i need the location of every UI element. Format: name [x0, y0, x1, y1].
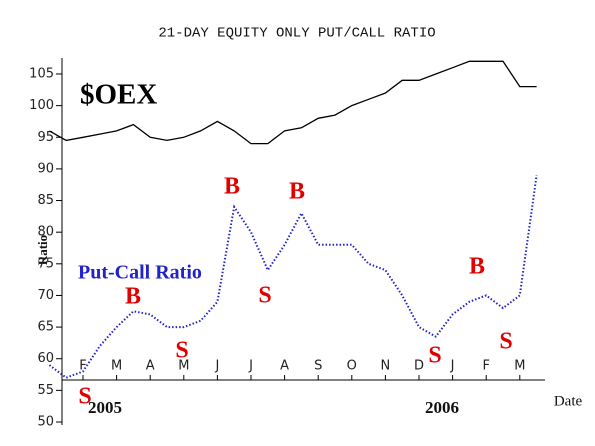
y-tick-label: 85 [37, 193, 54, 208]
annotation: B [125, 284, 141, 310]
year-label: 2006 [425, 398, 459, 417]
annotation: B [224, 174, 240, 200]
y-axis-label: Ratio [35, 235, 50, 265]
x-tick-label: M [178, 359, 189, 374]
annotation: S [499, 329, 512, 355]
y-tick-label: 100 [29, 98, 54, 113]
y-tick-label: 55 [37, 383, 54, 398]
x-tick-label: M [111, 359, 122, 374]
x-tick-label: J [248, 359, 253, 374]
y-tick-label: 80 [37, 225, 54, 240]
y-tick-label: 90 [37, 161, 54, 176]
x-tick-label: O [347, 359, 357, 374]
y-tick-label: 70 [37, 288, 54, 303]
x-tick-label: J [214, 359, 219, 374]
x-tick-label: N [381, 359, 391, 374]
y-tick-label: 75 [37, 256, 54, 271]
x-axis-label: Date [554, 393, 583, 409]
x-tick-label: A [280, 359, 289, 374]
y-tick-label: 60 [37, 351, 54, 366]
annotation: S [78, 384, 91, 410]
x-tick-label: S [314, 359, 322, 374]
y-tick-label: 50 [37, 415, 54, 430]
x-tick-label: M [514, 359, 525, 374]
series-label: $OEX [80, 79, 157, 111]
x-tick-label: J [450, 359, 455, 374]
series-line [48, 175, 538, 379]
annotation: B [469, 254, 485, 280]
year-label: 2005 [88, 398, 122, 417]
chart-title: 21-DAY EQUITY ONLY PUT/CALL RATIO [158, 26, 435, 42]
y-tick-label: 105 [29, 66, 54, 81]
x-tick-label: F [79, 359, 86, 374]
series-line [49, 60, 537, 145]
y-tick-label: 65 [37, 320, 54, 335]
x-tick-label: A [146, 359, 155, 374]
annotation: S [258, 283, 271, 309]
x-tick-label: D [414, 359, 424, 374]
annotation: S [175, 338, 188, 364]
annotation: B [289, 179, 305, 205]
y-tick-label: 95 [37, 130, 54, 145]
series-label: Put-Call Ratio [78, 262, 202, 284]
annotation: S [428, 343, 441, 369]
x-tick-label: F [482, 359, 489, 374]
